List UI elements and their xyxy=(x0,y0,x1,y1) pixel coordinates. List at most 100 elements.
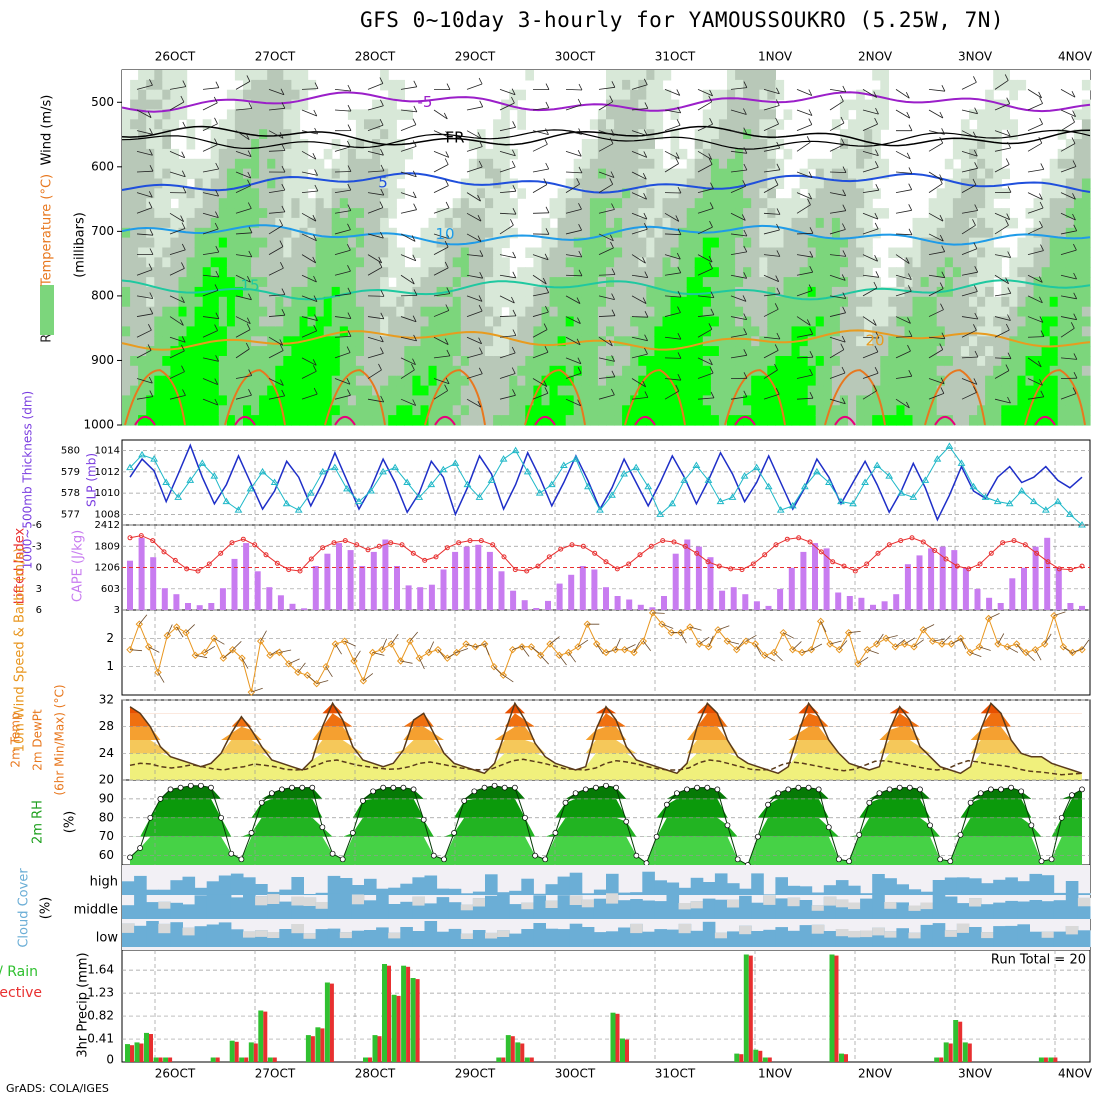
y-tick-label: 1000 xyxy=(83,418,114,432)
rh-cell xyxy=(380,257,389,268)
rh-cell xyxy=(355,267,365,278)
rh-cell xyxy=(872,415,881,426)
rh-cell xyxy=(985,168,994,180)
lifted-point xyxy=(1045,559,1051,565)
wind-barb-flag xyxy=(1071,137,1076,144)
rh-cell xyxy=(509,395,518,406)
rh-cell xyxy=(710,119,720,130)
wind-barb xyxy=(202,290,219,297)
rh-cell xyxy=(226,198,236,209)
wind-point xyxy=(490,662,498,671)
rh-cell xyxy=(823,306,833,318)
rh-cell xyxy=(154,129,163,140)
rh-cell xyxy=(549,198,559,209)
rh-cell xyxy=(944,158,954,170)
rh-cell xyxy=(839,129,849,140)
rh-cell xyxy=(307,375,317,387)
wind-barb-flag xyxy=(511,296,515,304)
thickness-point xyxy=(186,476,195,483)
rh-cell xyxy=(686,365,696,377)
rh-cell xyxy=(436,267,446,278)
wind-barb-flag xyxy=(245,133,250,140)
rh-cell xyxy=(815,178,825,189)
wind-barb-flag xyxy=(180,319,184,326)
rh-cell xyxy=(622,70,631,81)
rh-cell xyxy=(807,375,817,387)
rh-cell xyxy=(775,247,785,258)
slp-tick-label: 1014 xyxy=(95,446,120,457)
rh-cell xyxy=(1025,208,1035,219)
rh-cell xyxy=(936,316,946,327)
rh-cell xyxy=(823,395,833,406)
wind-barb-flag xyxy=(214,324,218,331)
rh-cell xyxy=(186,385,196,397)
rh-cell xyxy=(355,148,365,160)
wind-barb xyxy=(796,88,812,96)
rh-cell xyxy=(1057,198,1067,209)
cape-bar xyxy=(626,599,633,610)
rh-cell xyxy=(960,119,970,130)
rh-cell xyxy=(194,168,204,180)
rh-cell xyxy=(388,356,397,367)
thickness-point xyxy=(306,489,315,496)
rh-cell xyxy=(476,178,486,189)
rh-cell xyxy=(283,227,292,239)
rh-cell xyxy=(452,415,462,426)
rh-cell xyxy=(735,257,744,268)
rh-cell xyxy=(969,415,978,426)
rh-cell xyxy=(880,70,889,81)
rh-cell xyxy=(178,89,188,101)
wind-barb xyxy=(994,316,1011,321)
temp-contour-warm xyxy=(624,369,686,426)
rh-cell xyxy=(275,286,284,298)
rh-cell xyxy=(735,129,744,140)
rh-cell xyxy=(267,109,276,120)
rh-cell xyxy=(767,188,776,199)
rh-cell xyxy=(331,316,341,327)
rh-cell xyxy=(557,415,567,426)
rh-cell xyxy=(323,267,333,278)
rh-cell xyxy=(243,316,252,327)
rh-cell xyxy=(622,198,631,209)
rh-cell xyxy=(226,109,236,120)
rh-cell xyxy=(485,395,494,406)
rh-cell xyxy=(122,227,131,239)
rh-cell xyxy=(291,158,301,170)
wind-barb-flag xyxy=(939,234,944,242)
rh-cell xyxy=(234,296,244,308)
wind-barb xyxy=(664,272,681,276)
rh-cell xyxy=(1049,356,1059,367)
cape-bar xyxy=(1067,603,1074,610)
rh-cell xyxy=(1049,316,1059,327)
thickness-point xyxy=(1078,521,1086,528)
wind-barb-flag xyxy=(512,329,517,336)
wind-barb xyxy=(1027,103,1043,111)
rh-cell xyxy=(267,356,276,367)
rh-cell xyxy=(646,395,655,406)
rh-cell xyxy=(380,168,389,180)
rh-cell xyxy=(226,375,236,387)
rh-cell xyxy=(404,336,413,347)
rh-cell xyxy=(896,247,906,258)
rh-cell xyxy=(202,375,212,387)
rh-cell xyxy=(485,237,494,249)
rh-cell xyxy=(985,237,994,249)
rh-cell xyxy=(815,247,825,258)
wind-barb xyxy=(301,393,318,400)
rh-cell xyxy=(299,158,309,170)
wind-barb xyxy=(994,164,1010,173)
rh-cell xyxy=(380,237,389,249)
wind-barb-flag xyxy=(148,263,153,270)
rh-cell xyxy=(775,158,785,170)
wind-barb xyxy=(994,254,1011,258)
rh-cell xyxy=(565,267,575,278)
cape-bar xyxy=(382,539,389,610)
rh-cell xyxy=(267,316,276,327)
wind-barb-flag xyxy=(313,324,318,332)
wind-barb xyxy=(664,212,680,222)
rh-cell xyxy=(872,129,881,140)
rh-cell xyxy=(848,227,857,239)
wind-point xyxy=(723,637,732,645)
rh-cell xyxy=(420,257,430,268)
rh-cell xyxy=(622,188,631,199)
